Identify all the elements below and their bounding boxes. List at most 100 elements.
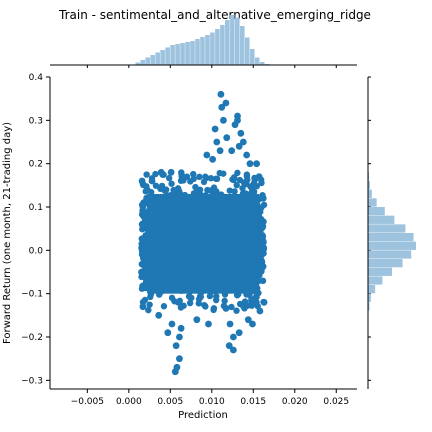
scatter-point <box>138 177 146 185</box>
y-hist-bar <box>368 302 370 311</box>
y-hist-bar <box>368 215 395 224</box>
scatter-point <box>138 221 146 228</box>
scatter-point <box>187 294 194 301</box>
x-tick-label: 0.000 <box>116 397 142 407</box>
y-hist-bar <box>368 285 376 294</box>
scatter-point <box>139 203 147 211</box>
scatter-point <box>200 178 208 186</box>
scatter-point <box>225 342 233 350</box>
scatter-point <box>253 160 261 168</box>
y-hist-bar <box>368 189 372 198</box>
x-hist-bar <box>230 15 235 65</box>
scatter-point <box>259 233 266 241</box>
scatter-point <box>213 293 220 300</box>
scatter-point <box>218 103 226 111</box>
y-hist-bar <box>368 224 406 233</box>
scatter-point <box>213 175 221 183</box>
y-ticks: −0.3 −0.2 −0.1 0.0 0.1 0.2 0.3 0.4 <box>21 73 50 386</box>
scatter-point <box>229 346 237 354</box>
x-hist-bar <box>180 43 185 65</box>
x-hist-bar <box>145 57 150 65</box>
scatter-point <box>186 299 194 307</box>
scatter-point <box>211 125 219 133</box>
scatter-point <box>143 171 150 178</box>
x-hist-bar <box>170 45 175 65</box>
scatter-point <box>146 301 153 308</box>
scatter-point <box>165 174 173 182</box>
scatter-point <box>249 320 256 328</box>
scatter-point <box>256 307 264 315</box>
scatter-point <box>145 306 152 314</box>
scatter-point <box>195 188 202 196</box>
scatter-point <box>259 223 267 230</box>
scatter-point <box>236 300 244 308</box>
scatter-point <box>233 182 240 189</box>
scatter-point <box>230 174 238 181</box>
x-hist-bar <box>150 55 155 65</box>
scatter-point <box>178 303 185 310</box>
y-hist-bar <box>368 276 383 285</box>
y-hist-bar <box>368 207 385 216</box>
scatter-point <box>259 194 267 202</box>
scatter-point <box>167 168 175 176</box>
scatter-point <box>205 320 212 328</box>
scatter-point <box>209 155 217 163</box>
y-hist-bar <box>368 181 370 190</box>
scatter-point <box>228 147 236 155</box>
scatter-point <box>221 297 228 305</box>
y-tick-label: 0.0 <box>29 246 44 256</box>
scatter-point <box>177 324 185 332</box>
scatter-point <box>250 180 258 187</box>
scatter-point <box>207 175 215 182</box>
scatter-point <box>143 186 151 194</box>
scatter-point <box>223 134 231 142</box>
x-hist-bar <box>235 17 240 65</box>
x-hist-bar <box>190 41 195 65</box>
scatter-point <box>223 305 230 312</box>
scatter-point <box>237 129 245 137</box>
scatter-point <box>157 168 165 176</box>
scatter-points <box>138 90 268 376</box>
scatter-core <box>147 194 260 294</box>
x-hist-bar <box>240 26 245 65</box>
y-hist-bar <box>368 267 392 276</box>
x-hist-bar <box>220 25 225 65</box>
x-tick-label: 0.015 <box>240 397 266 407</box>
x-hist-bar <box>175 44 180 65</box>
scatter-point <box>147 293 154 301</box>
x-hist-bar <box>135 62 141 65</box>
scatter-point <box>229 333 237 341</box>
x-hist-bar <box>165 47 170 65</box>
scatter-point <box>202 303 209 310</box>
x-marginal-histogram <box>86 15 337 68</box>
scatter-point <box>217 90 225 98</box>
y-tick-label: 0.2 <box>29 160 43 170</box>
x-tick-label: 0.025 <box>323 397 349 407</box>
x-tick-label: 0.020 <box>282 397 308 407</box>
x-hist-bar <box>140 60 146 65</box>
scatter-point <box>235 329 243 337</box>
scatter-point <box>258 241 265 249</box>
scatter-point <box>139 261 147 269</box>
scatter-point <box>206 292 214 300</box>
scatter-point <box>183 173 191 180</box>
x-hist-bar <box>244 37 250 65</box>
scatter-point <box>244 316 252 324</box>
scatter-point <box>226 187 233 194</box>
x-hist-bar <box>160 50 165 65</box>
scatter-point <box>148 177 156 185</box>
scatter-point <box>171 368 179 376</box>
y-marginal-histogram <box>368 76 416 381</box>
y-hist-bar <box>368 198 377 207</box>
x-hist-bar <box>205 35 210 65</box>
y-hist-bar <box>368 241 416 250</box>
scatter-point <box>176 355 183 363</box>
y-tick-label: −0.1 <box>21 290 43 300</box>
scatter-point <box>138 240 145 247</box>
scatter-point <box>157 185 164 193</box>
scatter-point <box>252 300 259 308</box>
scatter-point <box>190 170 197 178</box>
x-tick-label: −0.005 <box>71 397 104 407</box>
x-hist-bar <box>249 49 255 65</box>
